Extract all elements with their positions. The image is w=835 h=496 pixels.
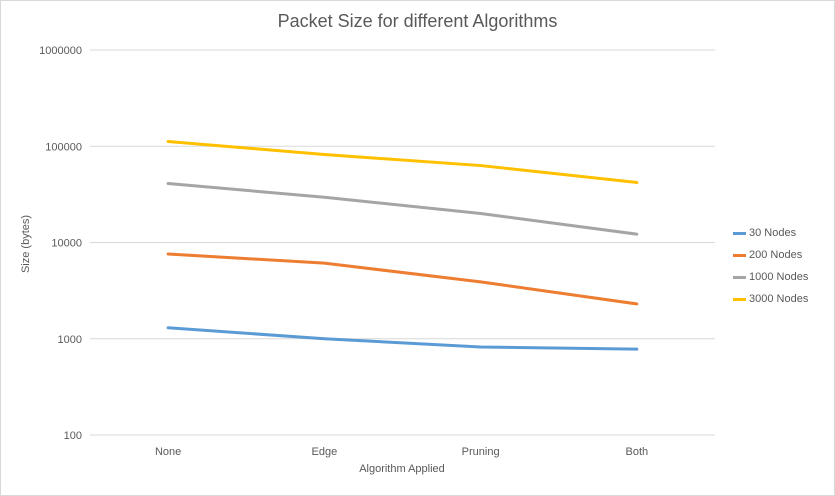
legend-label: 30 Nodes bbox=[749, 227, 797, 239]
chart-title: Packet Size for different Algorithms bbox=[277, 11, 558, 31]
series-line-200-nodes bbox=[166, 252, 639, 306]
y-tick-label-1000000: 1000000 bbox=[39, 45, 82, 57]
legend-swatch bbox=[733, 297, 746, 301]
y-tick-label-100000: 100000 bbox=[45, 141, 82, 153]
y-tick-label-100: 100 bbox=[64, 430, 82, 442]
legend-swatch bbox=[733, 231, 746, 235]
series-lines bbox=[166, 140, 639, 351]
x-axis-label: Algorithm Applied bbox=[359, 463, 445, 475]
x-tick-labels: None Edge Pruning Both bbox=[155, 446, 648, 458]
legend-item-30-nodes: 30 Nodes bbox=[733, 222, 808, 244]
gridlines bbox=[90, 49, 715, 436]
legend-item-1000-nodes: 1000 Nodes bbox=[733, 266, 808, 288]
x-tick-label-pruning: Pruning bbox=[462, 446, 500, 458]
y-tick-label-10000: 10000 bbox=[51, 238, 82, 250]
series-line-3000-nodes bbox=[166, 140, 639, 185]
legend-label: 3000 Nodes bbox=[749, 293, 809, 305]
y-tick-labels: 100 1000 10000 100000 1000000 bbox=[39, 45, 82, 442]
legend-swatch bbox=[733, 253, 746, 257]
legend-item-200-nodes: 200 Nodes bbox=[733, 244, 808, 266]
legend-label: 200 Nodes bbox=[749, 249, 803, 261]
legend-item-3000-nodes: 3000 Nodes bbox=[733, 288, 808, 310]
y-tick-label-1000: 1000 bbox=[58, 334, 82, 346]
x-tick-label-both: Both bbox=[626, 446, 649, 458]
x-tick-label-edge: Edge bbox=[312, 446, 338, 458]
legend: 30 Nodes 200 Nodes 1000 Nodes 3000 Nodes bbox=[733, 222, 808, 310]
legend-label: 1000 Nodes bbox=[749, 271, 809, 283]
series-line-30-nodes bbox=[166, 326, 639, 351]
x-tick-label-none: None bbox=[155, 446, 181, 458]
series-line-1000-nodes bbox=[166, 182, 639, 236]
legend-swatch bbox=[733, 275, 746, 279]
